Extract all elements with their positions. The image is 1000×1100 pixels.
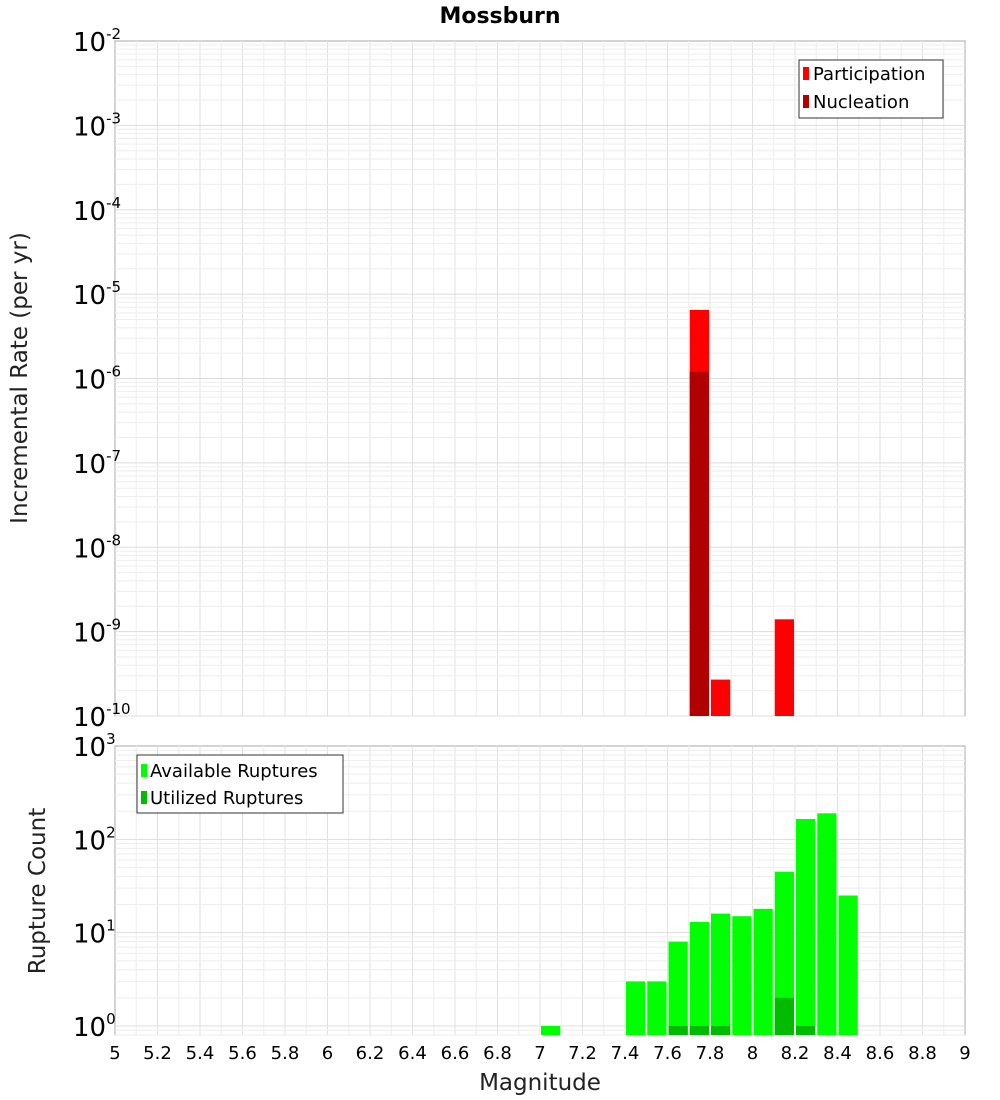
count-bar-available-ruptures bbox=[753, 908, 773, 1035]
count-bar-utilized-ruptures bbox=[711, 1025, 731, 1035]
rate-bar-participation bbox=[774, 619, 794, 716]
count-bar-available-ruptures bbox=[668, 941, 688, 1035]
magnitude-x-tick-label: 5 bbox=[109, 1043, 120, 1064]
magnitude-x-tick-label: 5.8 bbox=[271, 1043, 300, 1064]
participation-legend-swatch bbox=[803, 67, 809, 80]
rate-y-tick-label: 10-2 bbox=[73, 25, 121, 58]
rate-y-tick-label: 10-8 bbox=[73, 531, 121, 564]
count-bar-utilized-ruptures bbox=[668, 1025, 688, 1035]
nucleation-legend-swatch bbox=[803, 95, 809, 108]
rate-legend-box bbox=[798, 59, 944, 119]
rate-bar-nucleation bbox=[689, 371, 709, 716]
count-y-axis-label: Rupture Count bbox=[25, 808, 51, 974]
rate-y-tick-label: 10-9 bbox=[73, 616, 121, 649]
rate-bar-participation bbox=[711, 679, 731, 716]
count-y-tick-label: 100 bbox=[73, 1010, 116, 1043]
count-bar-available-ruptures bbox=[711, 913, 731, 1035]
rate-y-axis-label: Incremental Rate (per yr) bbox=[7, 232, 33, 524]
magnitude-x-axis-label: Magnitude bbox=[479, 1070, 601, 1096]
count-bar-available-ruptures bbox=[689, 922, 709, 1035]
count-y-tick-label: 102 bbox=[73, 823, 116, 856]
count-y-ticks: 103 102 101 100 bbox=[73, 730, 116, 1043]
magnitude-x-tick-label: 6.6 bbox=[441, 1043, 470, 1064]
magnitude-x-tick-label: 5.6 bbox=[228, 1043, 257, 1064]
rate-y-tick-label: 10-7 bbox=[73, 447, 121, 480]
rate-y-tick-label: 10-10 bbox=[73, 700, 131, 733]
rate-y-tick-label: 10-5 bbox=[73, 278, 121, 311]
chart-title: Mossburn bbox=[439, 4, 560, 29]
count-bar-available-ruptures bbox=[817, 813, 837, 1035]
magnitude-x-ticks: 5 5.2 5.4 5.6 5.8 6 6.2 6.4 6.6 6.8 7 7.2 7.4 7.6 7.8 8… bbox=[109, 1043, 970, 1064]
magnitude-x-tick-label: 7 bbox=[534, 1043, 545, 1064]
participation-legend-label: Participation bbox=[813, 64, 925, 85]
nucleation-legend-label: Nucleation bbox=[813, 92, 909, 113]
magnitude-x-tick-label: 6.2 bbox=[356, 1043, 385, 1064]
count-bars bbox=[541, 813, 858, 1035]
magnitude-x-tick-label: 7.8 bbox=[696, 1043, 725, 1064]
count-bar-available-ruptures bbox=[647, 981, 667, 1035]
count-legend: Available Ruptures Utilized Ruptures bbox=[136, 754, 344, 814]
count-bar-available-ruptures bbox=[541, 1025, 561, 1035]
magnitude-x-tick-label: 9 bbox=[959, 1043, 970, 1064]
rate-y-tick-label: 10-4 bbox=[73, 194, 121, 227]
rate-panel: 10-2 10-3 10-4 10-5 10-6 10-7 10-8 10-9 10-10 In… bbox=[7, 25, 966, 733]
count-bar-utilized-ruptures bbox=[689, 1025, 709, 1035]
rate-y-tick-label: 10-6 bbox=[73, 363, 121, 396]
utilized-legend-label: Utilized Ruptures bbox=[150, 788, 303, 809]
count-bar-utilized-ruptures bbox=[774, 997, 794, 1035]
magnitude-x-tick-label: 7.6 bbox=[653, 1043, 682, 1064]
magnitude-x-tick-label: 7.2 bbox=[568, 1043, 597, 1064]
magnitude-x-tick-label: 5.2 bbox=[143, 1043, 172, 1064]
magnitude-x-tick-label: 6.4 bbox=[398, 1043, 427, 1064]
magnitude-x-tick-label: 7.4 bbox=[611, 1043, 640, 1064]
rate-y-tick-label: 10-3 bbox=[73, 109, 121, 142]
magnitude-x-tick-label: 8.2 bbox=[781, 1043, 810, 1064]
available-legend-label: Available Ruptures bbox=[150, 761, 318, 782]
magnitude-x-tick-label: 8.6 bbox=[866, 1043, 895, 1064]
count-bar-utilized-ruptures bbox=[796, 1025, 816, 1035]
rate-y-ticks: 10-2 10-3 10-4 10-5 10-6 10-7 10-8 10-9 10-10 bbox=[73, 25, 131, 733]
count-y-tick-label: 103 bbox=[73, 730, 116, 763]
rate-bars bbox=[689, 309, 794, 716]
rate-legend: Participation Nucleation bbox=[798, 59, 944, 119]
count-bar-available-ruptures bbox=[838, 895, 858, 1035]
magnitude-x-tick-label: 6 bbox=[322, 1043, 333, 1064]
count-panel: 103 102 101 100 5 5.2 5.4 5.6 5.8 6 6.2 6.4 6.6 6.8 7… bbox=[25, 730, 971, 1096]
count-bar-available-ruptures bbox=[796, 819, 816, 1035]
magnitude-x-tick-label: 6.8 bbox=[483, 1043, 512, 1064]
magnitude-x-tick-label: 8 bbox=[747, 1043, 758, 1064]
utilized-legend-swatch bbox=[141, 791, 147, 804]
rate-grid bbox=[115, 41, 965, 717]
count-bar-available-ruptures bbox=[732, 916, 752, 1035]
available-legend-swatch bbox=[141, 764, 147, 777]
magnitude-x-tick-label: 8.8 bbox=[908, 1043, 937, 1064]
magnitude-x-tick-label: 8.4 bbox=[823, 1043, 852, 1064]
count-legend-box bbox=[136, 754, 344, 814]
magnitude-x-tick-label: 5.4 bbox=[186, 1043, 215, 1064]
count-bar-available-ruptures bbox=[774, 871, 794, 1035]
count-y-tick-label: 101 bbox=[73, 917, 116, 950]
count-bar-available-ruptures bbox=[626, 981, 646, 1035]
